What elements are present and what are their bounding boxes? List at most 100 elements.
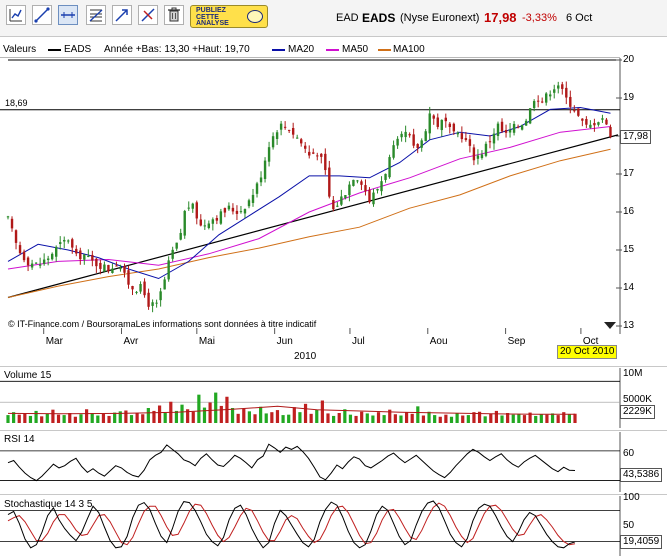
year-label: 2010 bbox=[294, 351, 317, 362]
month-tick-label: Jul bbox=[351, 336, 365, 347]
panel-separator bbox=[0, 494, 667, 495]
volume-bar bbox=[6, 415, 10, 423]
candle-up bbox=[440, 119, 443, 131]
volume-bar bbox=[376, 412, 381, 423]
publish-analysis-button[interactable]: PUBLIEZ CETTE ANALYSE bbox=[190, 5, 268, 28]
candle-up bbox=[227, 205, 231, 210]
candle-down bbox=[332, 199, 335, 210]
candle-up bbox=[67, 240, 70, 242]
volume-bar bbox=[259, 406, 263, 423]
candle-down bbox=[79, 250, 82, 260]
price-chart[interactable] bbox=[0, 58, 667, 334]
volume-bar bbox=[534, 415, 538, 423]
candle-down bbox=[231, 207, 235, 212]
candle-up bbox=[34, 262, 38, 264]
volume-bar bbox=[40, 416, 44, 423]
volume-bar bbox=[135, 413, 139, 423]
rsi-chart[interactable] bbox=[0, 432, 667, 492]
volume-bar bbox=[461, 415, 465, 423]
candle-down bbox=[364, 185, 367, 192]
stochastic-chart[interactable] bbox=[0, 496, 667, 556]
volume-bar bbox=[298, 412, 302, 423]
volume-bar bbox=[17, 414, 21, 423]
volume-bar bbox=[388, 409, 392, 423]
volume-bar bbox=[79, 414, 83, 423]
publish-label-1: PUBLIEZ bbox=[196, 7, 226, 14]
chart-type-button[interactable] bbox=[6, 5, 26, 25]
price-tick-label: 15 bbox=[623, 244, 635, 255]
candle-down bbox=[308, 151, 311, 156]
candle-down bbox=[115, 265, 118, 267]
volume-bar bbox=[275, 410, 280, 423]
candle-down bbox=[605, 119, 608, 125]
candle-down bbox=[540, 101, 544, 103]
volume-bar bbox=[404, 412, 409, 423]
candle-down bbox=[577, 108, 580, 116]
volume-bar bbox=[343, 409, 347, 423]
candle-up bbox=[424, 131, 427, 142]
volume-bar bbox=[573, 413, 577, 423]
legend-swatch-ma50 bbox=[326, 49, 339, 51]
volume-bar bbox=[438, 416, 442, 423]
candle-down bbox=[291, 128, 295, 135]
volume-bar bbox=[186, 409, 190, 423]
candle-down bbox=[283, 126, 287, 128]
rsi-tick-60: 60 bbox=[623, 448, 635, 459]
price-tick-label: 13 bbox=[623, 320, 635, 331]
volume-bar bbox=[84, 409, 89, 423]
candle-down bbox=[412, 134, 415, 146]
candle-up bbox=[6, 216, 10, 218]
candle-up bbox=[103, 264, 106, 272]
candle-up bbox=[492, 133, 496, 144]
volume-bar bbox=[506, 413, 510, 423]
month-tick-label: Mar bbox=[45, 336, 63, 347]
candle-up bbox=[267, 147, 271, 162]
volume-bar bbox=[107, 415, 111, 423]
resistance-level-label: 18,69 bbox=[5, 98, 28, 108]
candle-up bbox=[155, 302, 158, 304]
candle-down bbox=[312, 152, 315, 154]
volume-chart[interactable] bbox=[0, 368, 667, 428]
draw-line-button[interactable] bbox=[32, 5, 52, 25]
volume-bar bbox=[455, 413, 459, 423]
volume-bar bbox=[219, 405, 223, 423]
volume-bar bbox=[567, 414, 571, 423]
candle-up bbox=[271, 136, 275, 148]
candle-up bbox=[601, 118, 604, 120]
candle-down bbox=[223, 208, 227, 213]
volume-bar bbox=[113, 412, 117, 423]
legend-ma100: MA100 bbox=[393, 44, 425, 55]
candle-up bbox=[557, 85, 560, 89]
delete-line-button[interactable] bbox=[138, 5, 158, 25]
price-tick-label: 20 bbox=[623, 54, 635, 65]
candle-up bbox=[46, 258, 50, 260]
legend-swatch-eads bbox=[48, 49, 61, 51]
horizontal-line-icon bbox=[61, 12, 75, 18]
volume-bar bbox=[191, 411, 195, 423]
volume-tick-10m: 10M bbox=[623, 368, 643, 379]
candle-down bbox=[131, 286, 134, 290]
trash-button[interactable] bbox=[164, 5, 184, 25]
ma100-line bbox=[7, 148, 611, 298]
candle-up bbox=[139, 283, 142, 292]
candle-up bbox=[520, 125, 524, 130]
candle-down bbox=[123, 266, 126, 273]
candle-up bbox=[545, 93, 548, 103]
volume-bar bbox=[68, 413, 72, 423]
fibonacci-button[interactable] bbox=[86, 5, 106, 25]
candle-up bbox=[356, 180, 359, 182]
volume-bar bbox=[34, 410, 38, 423]
trash-icon bbox=[168, 7, 180, 22]
trend-arrow-button[interactable] bbox=[112, 5, 132, 25]
volume-bar bbox=[264, 413, 268, 423]
scroll-down-icon[interactable] bbox=[604, 322, 616, 330]
candle-down bbox=[609, 126, 612, 137]
panel-separator bbox=[0, 430, 667, 431]
candle-up bbox=[207, 223, 211, 229]
volume-bar bbox=[28, 415, 33, 423]
volume-bar bbox=[163, 413, 167, 423]
legend-series-name: EADS bbox=[64, 44, 92, 55]
candle-up bbox=[87, 255, 90, 257]
candle-up bbox=[251, 194, 255, 203]
horizontal-line-button[interactable] bbox=[58, 5, 78, 25]
